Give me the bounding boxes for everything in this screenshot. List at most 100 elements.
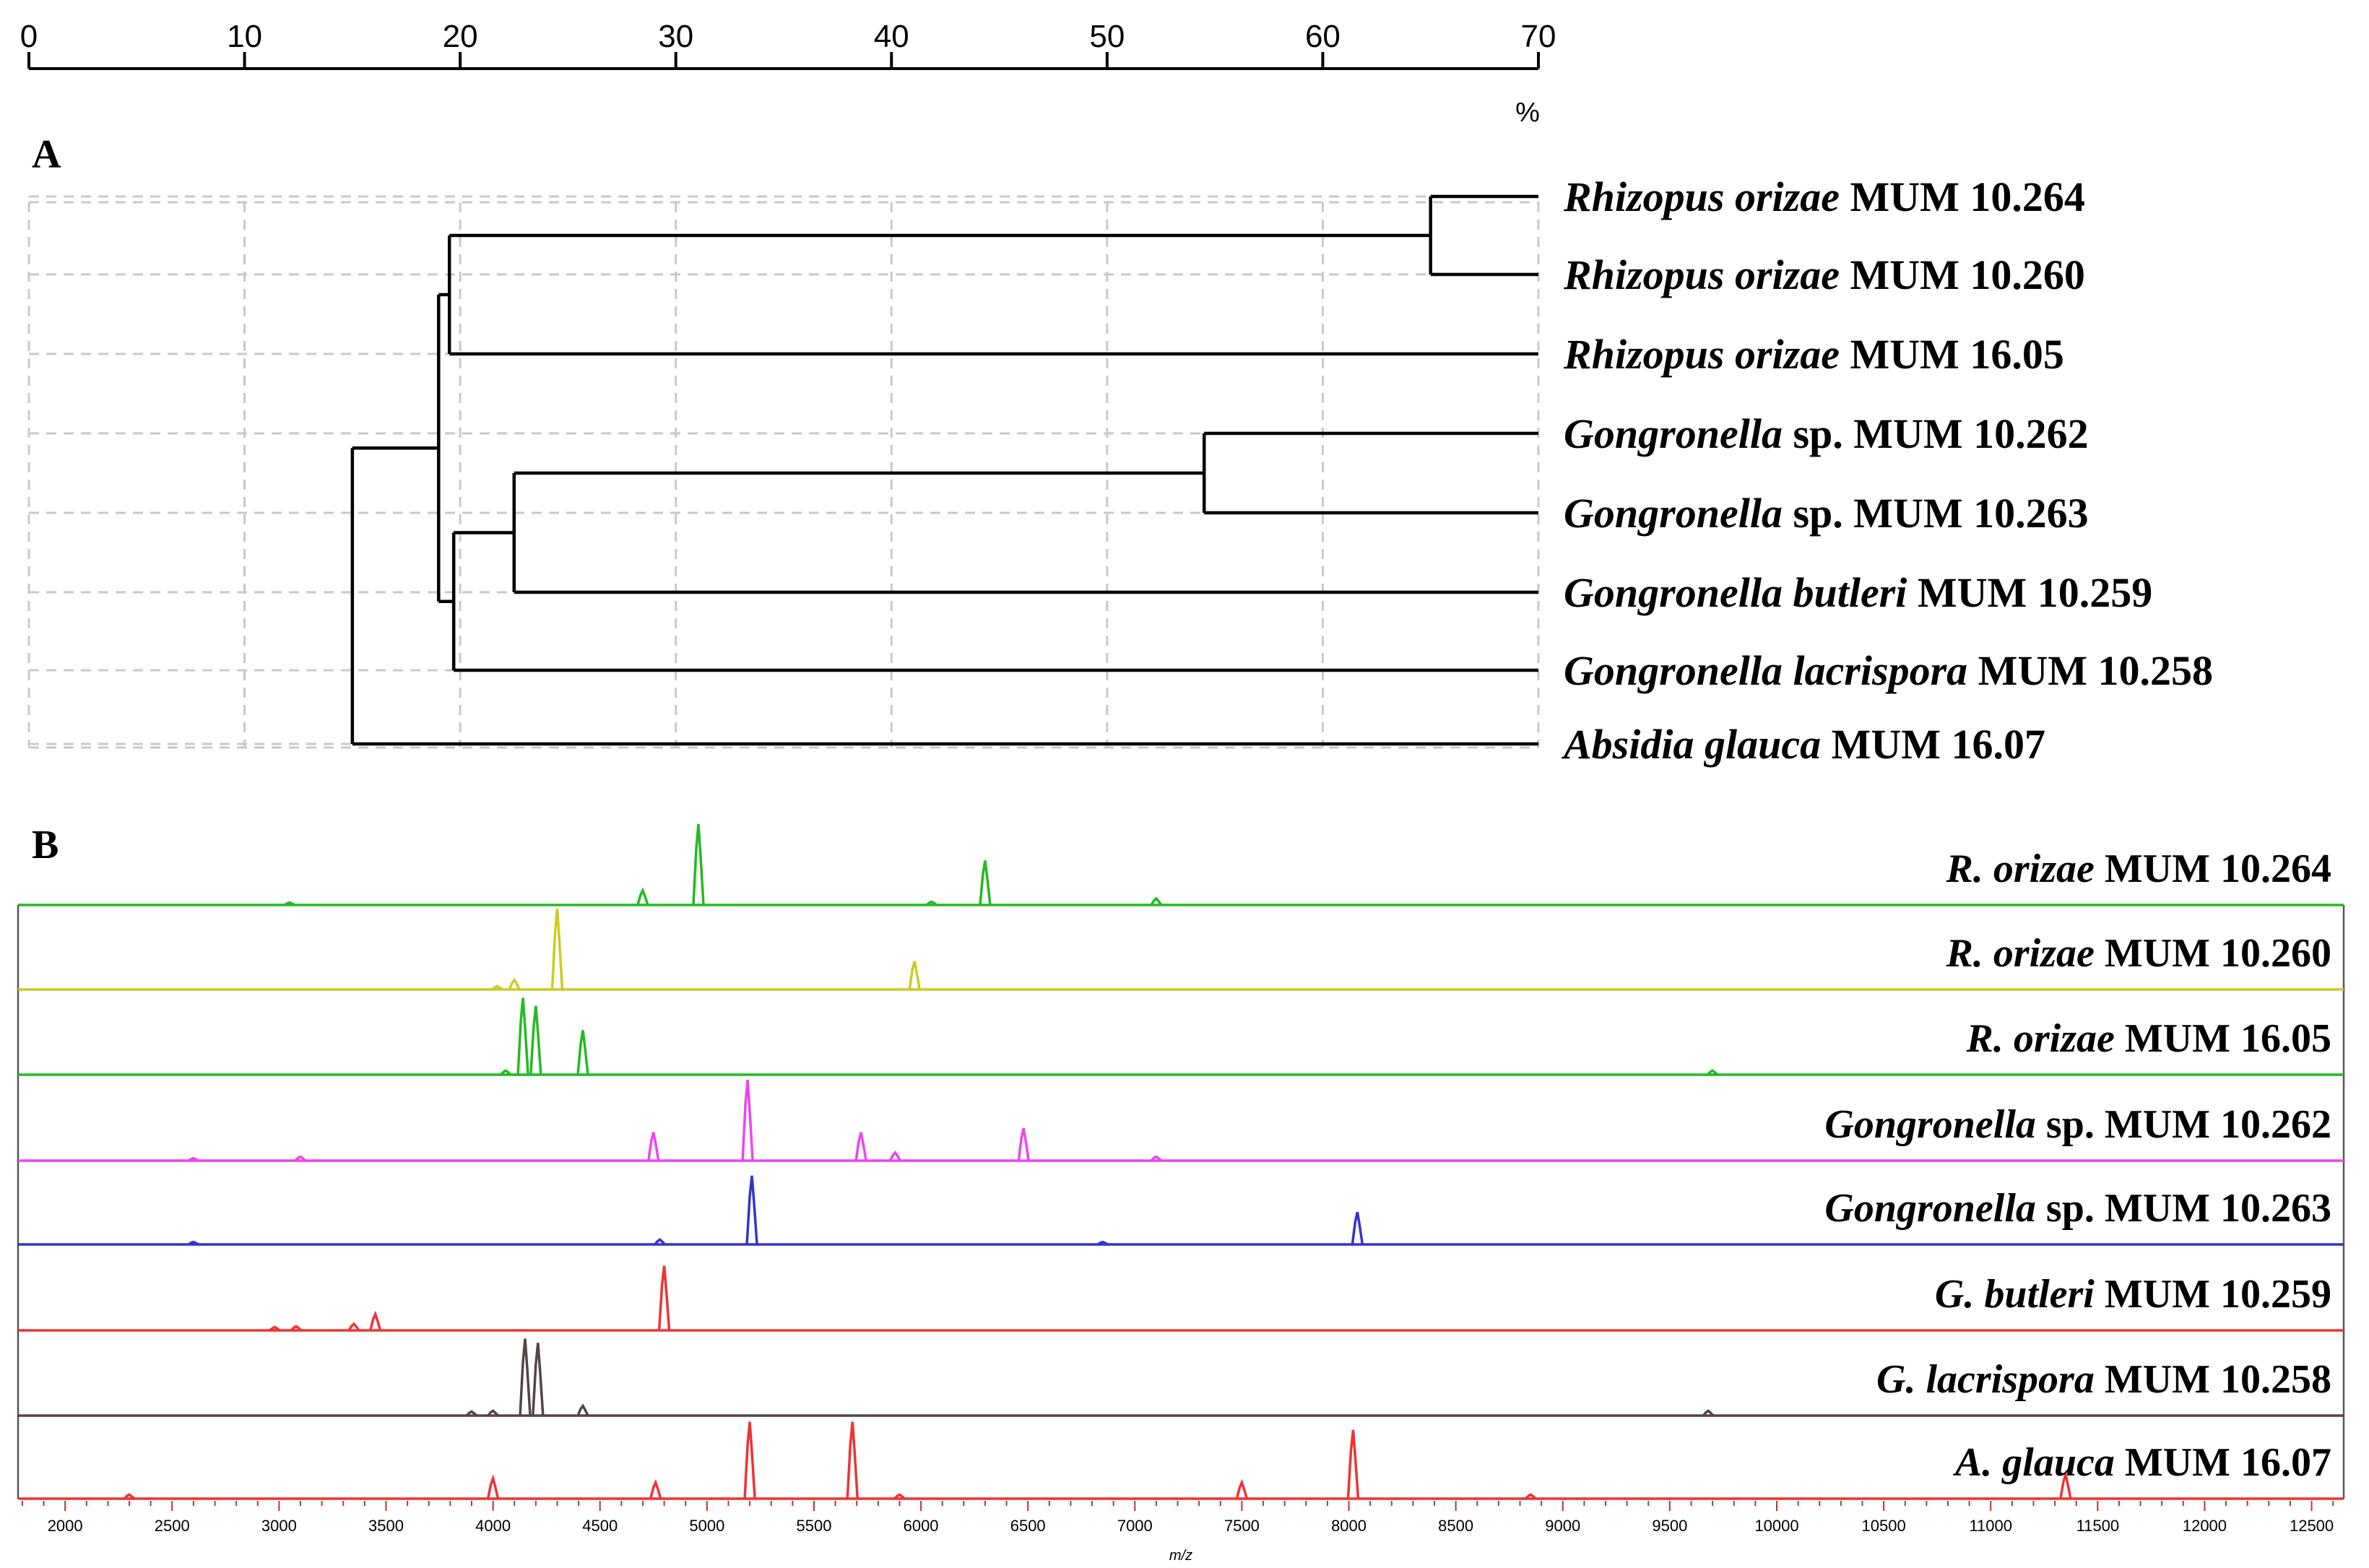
spectrum-peak	[649, 1478, 662, 1499]
label-part: Absidia glauca	[1562, 721, 1821, 768]
label-part: MUM 10.264	[1850, 173, 2084, 220]
label-part	[1840, 173, 1850, 220]
label-part: MUM 10.258	[1978, 647, 2213, 694]
spectrum-peak	[500, 1069, 512, 1076]
spectrum-peak	[294, 1155, 307, 1162]
label-part	[2095, 1272, 2105, 1317]
leaf-label: Gongronella sp. MUM 10.262	[1564, 410, 2089, 457]
scale-tick-label: 60	[1305, 19, 1341, 54]
spectrum-label: Gongronella sp. MUM 10.262	[1824, 1102, 2331, 1147]
x-tick-label: 3500	[368, 1517, 404, 1535]
label-part: butleri	[1984, 1272, 2095, 1317]
label-part	[2095, 931, 2105, 976]
x-tick-label: 6000	[904, 1517, 939, 1535]
spectrum-peak	[188, 1240, 199, 1246]
label-part: Gongronella	[1564, 410, 1783, 457]
label-part	[1974, 1272, 1984, 1317]
spectrum-peak	[979, 860, 992, 906]
spectrum-peak	[290, 1325, 303, 1332]
label-part: Gongronella	[1824, 1186, 2036, 1231]
label-part	[2095, 846, 2105, 891]
scale-tick-label: 10	[227, 19, 262, 54]
label-part	[2115, 1016, 2125, 1061]
spectrum-peak	[487, 1409, 499, 1417]
spectrum-peak	[647, 1132, 660, 1161]
label-part: Gongronella	[1564, 490, 1783, 537]
scale-tick-label: 40	[874, 19, 909, 54]
x-tick-label: 6500	[1010, 1517, 1046, 1535]
spectrum-series	[18, 997, 2344, 1076]
leaf-label: Gongronella lacrispora MUM 10.258	[1564, 647, 2213, 694]
label-part	[2036, 1102, 2046, 1147]
spectrum-series	[18, 1421, 2344, 1500]
panel-label-a: A	[32, 132, 61, 177]
label-part: G.	[1876, 1357, 1915, 1402]
dendrogram-panel: 0 10 20 30 40 50 60 70% A Rhizopus orizae MUM 10.…	[20, 19, 2213, 768]
label-part	[1840, 251, 1850, 298]
x-tick-label: 7000	[1117, 1517, 1153, 1535]
label-part	[2036, 1186, 2046, 1231]
x-tick-label: 2000	[48, 1517, 83, 1535]
scale-tick-label: 0	[20, 19, 38, 54]
spectrum-peak	[576, 1403, 589, 1416]
x-tick-label: 9500	[1652, 1517, 1687, 1535]
label-part: Gongronella	[1564, 569, 1783, 616]
spectrum-peak	[925, 900, 937, 906]
x-tick-label: 9000	[1545, 1517, 1580, 1535]
spectrum-peak	[532, 1343, 545, 1416]
label-part: MUM 10.258	[2105, 1357, 2331, 1402]
label-part	[1783, 647, 1793, 694]
spectrum-series	[18, 1175, 2344, 1246]
label-part: butleri	[1793, 569, 1907, 616]
label-part	[1783, 569, 1793, 616]
spectrum-peak	[893, 1493, 906, 1500]
spectrum-series	[18, 823, 2344, 906]
spectrum-peak	[508, 977, 521, 990]
spectrum-peak	[1351, 1211, 1364, 1245]
spectrum-series	[18, 1079, 2344, 1162]
label-part	[1907, 569, 1918, 616]
leaf-label: Absidia glauca MUM 16.07	[1562, 721, 2045, 768]
label-part: Rhizopus orizae	[1563, 173, 1840, 220]
label-part: Rhizopus orizae	[1563, 331, 1840, 378]
label-part: lacrispora	[1926, 1357, 2094, 1402]
label-part: sp. MUM 10.262	[2046, 1102, 2331, 1147]
label-part: sp. MUM 10.262	[1793, 410, 2088, 457]
label-part	[2095, 1357, 2105, 1402]
spectrum-peak	[1706, 1069, 1719, 1076]
spectrum-peak	[188, 1156, 199, 1162]
x-tick-label: 10500	[1862, 1517, 1906, 1535]
label-part: MUM 16.05	[2125, 1016, 2331, 1061]
label-part	[1821, 721, 1832, 768]
spectrum-peak	[347, 1322, 360, 1332]
x-tick-label: 8000	[1331, 1517, 1367, 1535]
spectrum-peak	[529, 1005, 542, 1075]
spectrum-peak	[636, 887, 649, 906]
scale-tick-label: 50	[1089, 19, 1125, 54]
spectrum-peak	[369, 1310, 382, 1331]
label-part	[1915, 1357, 1926, 1402]
leaf-label: Gongronella butleri MUM 10.259	[1564, 569, 2152, 616]
x-tick-label: 8500	[1438, 1517, 1473, 1535]
spectrum-peak	[846, 1421, 859, 1499]
spectrum-label: R. orizae MUM 16.05	[1965, 1016, 2331, 1061]
label-part: R. orizae	[1965, 1016, 2114, 1061]
x-tick-label: 11000	[1969, 1517, 2012, 1535]
x-tick-label: 4500	[582, 1517, 618, 1535]
label-part: R. orizae	[1945, 931, 2094, 976]
spectrum-peak	[657, 1265, 671, 1331]
x-tick-label: 2500	[155, 1517, 190, 1535]
spectrum-label: A. glauca MUM 16.07	[1953, 1440, 2331, 1485]
label-part: MUM 16.07	[1832, 721, 2045, 768]
label-part: MUM 10.264	[2105, 846, 2331, 891]
scale-unit-label: %	[1515, 98, 1540, 128]
spectrum-peak	[486, 1474, 500, 1499]
x-tick-label: 3000	[261, 1517, 297, 1535]
x-tick-label: 12000	[2183, 1517, 2227, 1535]
x-tick-label: 11500	[2076, 1517, 2120, 1535]
label-part: MUM 16.05	[1850, 331, 2063, 378]
label-part: lacrispora	[1793, 647, 1967, 694]
label-part: MUM 16.07	[2125, 1440, 2331, 1485]
